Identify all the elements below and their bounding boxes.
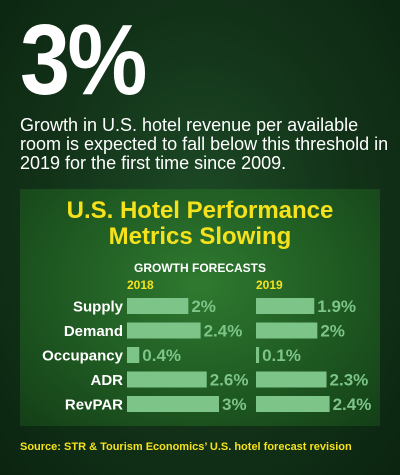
chart-panel: U.S. Hotel Performance Metrics Slowing G… xyxy=(20,189,380,426)
bar-2018-demand xyxy=(127,322,201,339)
bar-2019-adr xyxy=(256,371,327,388)
data-label-2019-supply: 1.9% xyxy=(317,297,356,316)
bar-2018-occupancy xyxy=(127,347,140,363)
headline-text: Growth in U.S. hotel revenue per availab… xyxy=(20,115,389,173)
bar-2019-revpar xyxy=(256,396,330,412)
chart-title-line2: Metrics Slowing xyxy=(108,223,292,250)
chart-subtitle: GROWTH FORECASTS xyxy=(134,261,266,275)
category-label: ADR xyxy=(91,372,124,389)
source-note: Source: STR & Tourism Economics’ U.S. ho… xyxy=(20,441,352,453)
bar-chart: Supply 2% 1.9% Demand 2.4% 2% Occupancy 0.4% 0.1… xyxy=(42,297,372,414)
data-label-2019-demand: 2% xyxy=(320,322,345,341)
bar-2019-occupancy xyxy=(256,347,260,363)
category-label: Supply xyxy=(73,299,124,316)
category-label: RevPAR xyxy=(65,397,123,414)
bar-2019-demand xyxy=(256,322,318,339)
data-label-2018-supply: 2% xyxy=(191,297,216,316)
bar-2018-supply xyxy=(127,298,189,314)
bar-2018-adr xyxy=(127,371,207,388)
series-header-2018: 2018 xyxy=(127,278,154,292)
data-label-2019-occupancy: 0.1% xyxy=(262,346,301,365)
data-label-2018-occupancy: 0.4% xyxy=(142,346,181,365)
data-label-2018-adr: 2.6% xyxy=(210,371,249,390)
headline-stat: 3% xyxy=(20,4,147,116)
data-label-2018-demand: 2.4% xyxy=(204,322,243,341)
data-label-2019-revpar: 2.4% xyxy=(333,395,372,414)
data-label-2019-adr: 2.3% xyxy=(330,371,369,390)
bar-2018-revpar xyxy=(127,396,219,412)
bar-2019-supply xyxy=(256,298,315,314)
category-label: Occupancy xyxy=(42,348,124,365)
series-header-2019: 2019 xyxy=(256,278,283,292)
category-label: Demand xyxy=(64,323,123,340)
chart-title-line1: U.S. Hotel Performance xyxy=(66,197,334,224)
data-label-2018-revpar: 3% xyxy=(222,395,247,414)
